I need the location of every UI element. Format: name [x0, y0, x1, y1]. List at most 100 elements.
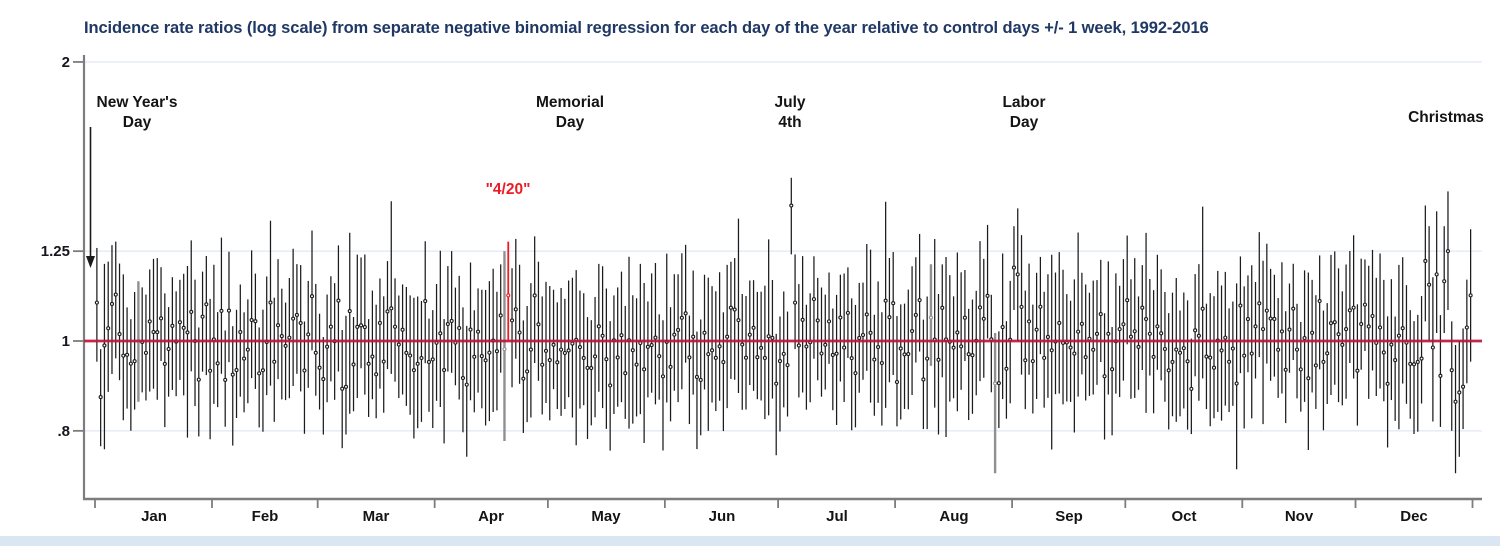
- point-estimate-day-217: [910, 328, 915, 334]
- point-estimate-day-170: [732, 307, 737, 312]
- bottom-accent-bar: [0, 536, 1500, 546]
- point-estimate-day-62: [325, 344, 330, 349]
- point-estimate-day-65: [336, 298, 341, 303]
- point-estimate-day-35: [223, 377, 228, 382]
- point-estimate-day-213: [894, 379, 900, 385]
- point-estimate-day-95: [449, 318, 454, 324]
- point-estimate-day-166: [717, 344, 722, 349]
- point-estimate-day-8: [121, 353, 126, 358]
- point-estimate-day-247: [1023, 358, 1028, 363]
- point-estimate-day-307: [1249, 351, 1254, 356]
- point-estimate-day-54: [294, 312, 299, 318]
- y-tick-label-2: 2: [61, 54, 70, 71]
- point-estimate-day-150: [657, 354, 662, 359]
- point-estimate-day-133: [593, 354, 598, 359]
- point-estimate-day-353: [1423, 258, 1428, 263]
- point-estimate-day-301: [1227, 359, 1232, 364]
- point-estimate-day-24: [181, 325, 186, 330]
- point-estimate-day-230: [959, 344, 964, 349]
- point-estimate-day-60: [317, 365, 322, 370]
- point-estimate-day-202: [853, 371, 858, 376]
- highlight-bar-layer: [506, 241, 511, 341]
- point-estimate-day-216: [906, 351, 911, 357]
- point-estimate-day-178: [762, 355, 767, 361]
- point-estimate-day-155: [676, 327, 681, 333]
- point-estimate-day-25: [185, 330, 190, 335]
- point-estimate-day-180: [770, 335, 775, 340]
- point-estimate-day-55: [298, 320, 303, 326]
- point-estimate-day-349: [1408, 361, 1413, 366]
- point-estimate-day-322: [1306, 376, 1311, 381]
- point-estimate-day-153: [668, 364, 673, 369]
- point-estimate-day-148: [649, 343, 654, 348]
- point-estimate-day-345: [1393, 358, 1398, 363]
- point-estimate-day-280: [1147, 331, 1152, 336]
- point-estimate-day-355: [1430, 345, 1435, 350]
- point-estimate-day-17: [155, 330, 160, 335]
- month-label-sep: Sep: [1055, 508, 1083, 525]
- point-estimate-day-161: [698, 377, 703, 383]
- point-estimate-day-337: [1362, 302, 1368, 307]
- point-estimate-day-195: [826, 319, 832, 324]
- point-estimate-day-56: [302, 368, 307, 373]
- point-estimate-day-21: [170, 323, 175, 328]
- y-tick-label-1-25: 1.25: [40, 243, 70, 260]
- point-estimate-day-42: [249, 317, 254, 323]
- point-estimate-day-317: [1287, 327, 1292, 332]
- point-estimate-day-254: [1049, 348, 1054, 353]
- point-estimate-day-16: [151, 329, 156, 335]
- point-estimate-day-125: [562, 350, 567, 356]
- point-estimate-day-169: [728, 305, 733, 310]
- point-estimate-day-249: [1030, 359, 1035, 364]
- point-estimate-day-265: [1091, 347, 1096, 352]
- point-estimate-day-41: [245, 347, 250, 352]
- point-estimate-day-76: [377, 320, 382, 326]
- annotation-memorial-day: Memorial Day: [535, 94, 605, 131]
- point-estimate-day-320: [1298, 367, 1303, 372]
- point-estimate-day-326: [1321, 359, 1326, 364]
- point-estimate-day-28: [196, 377, 201, 382]
- month-label-jan: Jan: [141, 508, 167, 525]
- month-label-apr: Apr: [478, 508, 504, 525]
- point-estimate-day-208: [876, 344, 881, 350]
- point-estimate-day-29: [200, 314, 205, 319]
- point-estimate-day-310: [1261, 327, 1266, 332]
- point-estimate-day-183: [781, 351, 786, 356]
- point-estimate-day-20: [166, 346, 171, 352]
- point-estimate-day-336: [1359, 321, 1364, 327]
- point-estimate-day-328: [1328, 321, 1334, 326]
- point-estimate-day-239: [993, 381, 998, 386]
- point-estimate-day-57: [306, 332, 311, 337]
- point-estimate-day-261: [1076, 329, 1081, 334]
- bars-layer: [94, 177, 1473, 474]
- point-estimate-day-240: [996, 381, 1001, 386]
- point-estimate-day-173: [743, 355, 749, 360]
- point-estimate-day-53: [291, 316, 296, 321]
- point-estimate-day-4: [106, 326, 111, 331]
- point-estimate-day-111: [509, 318, 515, 323]
- point-estimate-day-119: [540, 362, 545, 367]
- point-estimate-day-131: [585, 365, 590, 370]
- point-estimate-day-36: [226, 308, 232, 313]
- point-estimate-day-132: [589, 366, 594, 371]
- point-estimate-day-130: [581, 355, 586, 361]
- point-estimate-day-354: [1427, 282, 1432, 287]
- point-estimate-day-206: [868, 330, 873, 335]
- point-estimate-day-192: [815, 318, 820, 323]
- point-estimate-day-306: [1245, 317, 1251, 322]
- point-estimate-day-196: [830, 352, 835, 358]
- point-estimate-day-140: [619, 333, 624, 338]
- point-estimate-day-339: [1370, 313, 1375, 319]
- point-estimate-day-215: [902, 352, 907, 357]
- point-estimate-day-331: [1340, 342, 1345, 347]
- point-estimate-day-156: [679, 315, 684, 320]
- point-estimate-day-45: [260, 368, 265, 373]
- point-estimate-day-194: [823, 342, 828, 347]
- point-estimate-day-267: [1098, 312, 1103, 317]
- point-estimate-day-115: [525, 369, 530, 374]
- point-estimate-day-121: [547, 358, 552, 363]
- point-estimate-day-364: [1464, 325, 1469, 330]
- point-estimate-day-347: [1400, 326, 1405, 331]
- point-estimate-day-256: [1057, 320, 1062, 326]
